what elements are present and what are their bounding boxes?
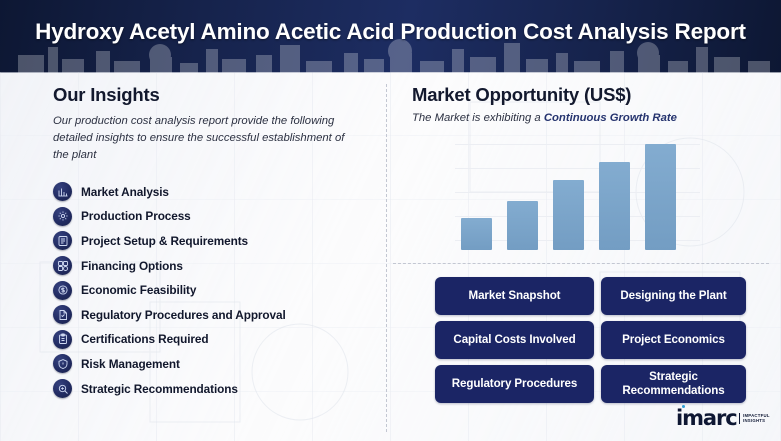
chart-bar [507, 201, 538, 250]
insight-item-economic-feasibility[interactable]: Economic Feasibility [53, 278, 378, 303]
strategic-recommendations-icon [53, 379, 72, 399]
insights-title: Our Insights [53, 84, 160, 105]
market-opportunity-bar-chart [455, 140, 700, 250]
insight-item-project-setup[interactable]: Project Setup & Requirements [53, 229, 378, 254]
chart-bars [461, 142, 693, 250]
market-opportunity-subtitle: The Market is exhibiting a Continuous Gr… [412, 112, 762, 124]
market-analysis-icon [53, 182, 72, 202]
certifications-icon [53, 329, 72, 349]
insight-label: Financing Options [81, 258, 183, 273]
insight-item-market-analysis[interactable]: Market Analysis [53, 179, 378, 204]
button-capital-costs-involved[interactable]: Capital Costs Involved [435, 321, 594, 359]
insight-item-strategic-recommendations[interactable]: Strategic Recommendations [53, 376, 378, 401]
economic-feasibility-icon [53, 280, 72, 300]
production-process-icon [53, 206, 72, 226]
report-title: Hydroxy Acetyl Amino Acetic Acid Product… [35, 18, 746, 44]
chart-bar [645, 144, 676, 250]
button-market-snapshot[interactable]: Market Snapshot [435, 277, 594, 315]
page-header: Hydroxy Acetyl Amino Acetic Acid Product… [0, 0, 781, 73]
insight-label: Strategic Recommendations [81, 381, 238, 396]
logo-dot [682, 405, 686, 409]
insight-item-financing-options[interactable]: Financing Options [53, 253, 378, 278]
subtitle-accent: Continuous Growth Rate [543, 112, 677, 124]
regulatory-procedures-icon [53, 305, 72, 325]
insight-item-certifications[interactable]: Certifications Required [53, 327, 378, 352]
button-designing-the-plant[interactable]: Designing the Plant [601, 277, 746, 315]
horizontal-divider [393, 263, 769, 264]
risk-management-icon [53, 354, 72, 374]
insights-subtitle: Our production cost analysis report prov… [53, 115, 345, 162]
logo-wordmark: imarc [676, 406, 738, 430]
insight-label: Production Process [81, 209, 191, 224]
market-opportunity-title: Market Opportunity (US$) [412, 84, 632, 105]
market-opportunity-panel: Market Opportunity (US$) The Market is e… [412, 84, 762, 124]
insight-item-production-process[interactable]: Production Process [53, 204, 378, 229]
insight-item-regulatory-procedures[interactable]: Regulatory Procedures and Approval [53, 302, 378, 327]
insights-panel: Our Insights Our production cost analysi… [53, 84, 378, 401]
button-strategic-recommendations[interactable]: Strategic Recommendations [601, 365, 746, 403]
insight-label: Certifications Required [81, 332, 209, 347]
insight-label: Project Setup & Requirements [81, 233, 248, 248]
insight-label: Economic Feasibility [81, 283, 197, 298]
subtitle-prefix: The Market is exhibiting a [412, 112, 544, 124]
section-button-grid: Market Snapshot Designing the Plant Capi… [435, 277, 746, 403]
chart-bar [461, 218, 492, 250]
insight-label: Regulatory Procedures and Approval [81, 307, 286, 322]
insight-item-risk-management[interactable]: Risk Management [53, 352, 378, 377]
logo-tagline: IMPACTFUL INSIGHTS [739, 413, 770, 424]
financing-options-icon [53, 256, 72, 276]
chart-bar [599, 162, 630, 250]
chart-bar [553, 180, 584, 250]
vertical-divider [386, 84, 387, 432]
insights-list: Market Analysis Production Process [53, 179, 378, 400]
button-project-economics[interactable]: Project Economics [601, 321, 746, 359]
project-setup-icon [53, 231, 72, 251]
button-regulatory-procedures[interactable]: Regulatory Procedures [435, 365, 594, 403]
logo-tagline-line1: IMPACTFUL [743, 413, 770, 418]
insight-label: Market Analysis [81, 184, 169, 199]
skyline-decoration [18, 39, 770, 73]
imarc-logo[interactable]: imarc IMPACTFUL INSIGHTS [676, 405, 772, 434]
insight-label: Risk Management [81, 356, 180, 371]
logo-tagline-line2: INSIGHTS [743, 418, 766, 424]
